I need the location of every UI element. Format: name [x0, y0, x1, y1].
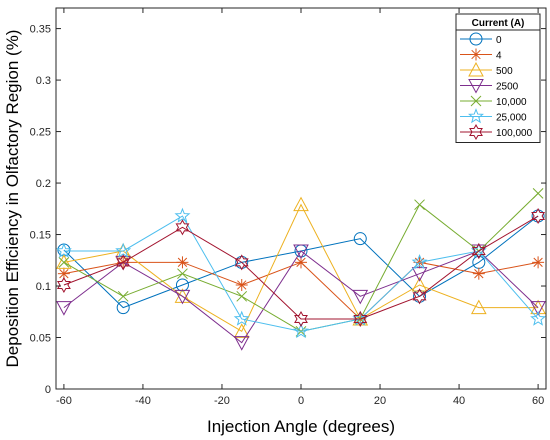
series-layer [55, 187, 547, 351]
legend-box [455, 13, 541, 143]
data-point [353, 232, 367, 246]
x-tick-label: 20 [374, 395, 386, 407]
legend-marker [469, 123, 483, 141]
legend-entry: 100,000 [460, 123, 533, 141]
data-point [115, 242, 132, 258]
x-tick-label: -20 [214, 395, 230, 407]
legend-marker [468, 61, 484, 77]
data-point [236, 290, 248, 302]
data-point [411, 253, 428, 270]
legend-label: 100,000 [496, 128, 533, 139]
data-point [352, 289, 369, 305]
data-point [293, 322, 309, 339]
data-point [411, 276, 428, 292]
x-tick-label: -40 [135, 395, 151, 407]
data-point [471, 243, 486, 260]
data-point [353, 310, 368, 327]
legend-entry: 0 [460, 32, 502, 46]
data-point [233, 310, 250, 326]
legend-marker [470, 48, 482, 61]
legend: Current (A) 0 4 500 2500 10,000 25,000 100,000 [455, 13, 541, 143]
legend-label: 10,000 [496, 97, 527, 108]
y-axis-title: Deposition Efficiency in Olfactory Regio… [3, 30, 22, 368]
legend-entry: 500 [460, 61, 513, 77]
y-tick-label: 0.1 [36, 281, 51, 293]
data-point [532, 187, 544, 199]
legend-entry: 10,000 [460, 95, 527, 108]
data-point [530, 301, 546, 316]
data-point [294, 310, 308, 327]
legend-title: Current (A) [472, 18, 525, 29]
data-point [531, 207, 546, 225]
data-point [295, 256, 307, 269]
data-point [174, 289, 191, 305]
y-tick-label: 0 [45, 384, 51, 396]
series-line [63, 215, 539, 332]
y-tick-label: 0.35 [30, 24, 51, 36]
data-point [532, 256, 545, 269]
legend-label: 500 [496, 66, 513, 77]
data-point [472, 267, 485, 280]
data-point [293, 196, 309, 212]
data-point [116, 254, 131, 271]
y-tick-label: 0.2 [36, 178, 51, 190]
legend-marker [470, 95, 482, 107]
x-axis-title: Injection Angle (degrees) [207, 417, 395, 436]
data-point [115, 242, 132, 258]
data-point [55, 242, 72, 258]
legend-entry: 25,000 [460, 108, 527, 124]
axes-layer: -60 -40 -20 0 20 40 6000.050.10.150.20.250.30.… [30, 7, 547, 407]
legend-entry: 4 [460, 48, 502, 62]
data-point [174, 207, 191, 223]
legend-marker [469, 32, 483, 46]
x-tick-label: 60 [532, 395, 544, 407]
series-line [63, 250, 539, 344]
data-point [233, 336, 250, 351]
data-point [58, 256, 70, 268]
series-line [63, 215, 539, 320]
data-point [117, 290, 129, 302]
data-point [175, 219, 190, 236]
x-tick-label: -60 [56, 395, 72, 407]
data-point [414, 199, 425, 211]
x-tick-label: 40 [453, 395, 465, 407]
legend-label: 0 [496, 35, 502, 46]
y-tick-label: 0.05 [30, 333, 51, 345]
data-point [56, 254, 72, 269]
data-point [177, 268, 188, 280]
data-point [175, 278, 189, 292]
data-point [56, 301, 72, 316]
data-point [411, 267, 428, 282]
data-point [176, 256, 189, 269]
x-tick-label: 0 [298, 395, 304, 407]
data-point [56, 276, 71, 294]
y-tick-label: 0.3 [36, 75, 51, 87]
legend-label: 4 [496, 51, 502, 62]
data-point [234, 254, 249, 271]
legend-label: 25,000 [496, 113, 527, 124]
data-point [293, 244, 309, 260]
y-tick-label: 0.25 [30, 127, 51, 139]
y-tick-label: 0.15 [30, 230, 51, 242]
legend-entry: 2500 [460, 79, 519, 94]
legend-marker [468, 108, 484, 124]
data-point [235, 278, 248, 291]
data-point [530, 310, 547, 326]
series-line [63, 203, 539, 333]
data-point [412, 288, 427, 305]
data-point [233, 323, 250, 338]
legend-label: 2500 [496, 82, 519, 93]
data-point [116, 301, 130, 315]
data-point [470, 299, 487, 315]
legend-marker [468, 79, 484, 94]
series-100000 [56, 207, 546, 327]
